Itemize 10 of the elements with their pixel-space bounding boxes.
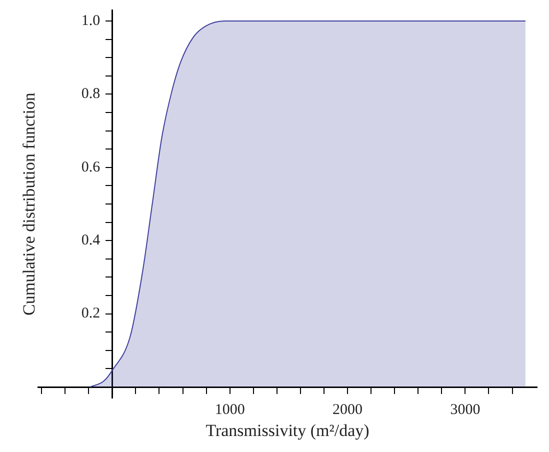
y-tick-label: 0.2 <box>81 306 100 322</box>
y-tick-label: 1.0 <box>81 12 100 29</box>
x-axis-title: Transmissivity (m²/day) <box>206 420 370 440</box>
y-tick-label: 0.4 <box>81 232 101 249</box>
y-axis-title: Cumulative distribution function <box>19 92 38 316</box>
x-tick-label: 2000 <box>332 402 363 418</box>
x-tick-label: 3000 <box>450 402 480 418</box>
x-tick-label: 1000 <box>214 402 245 418</box>
y-tick-label: 0.6 <box>81 159 101 176</box>
y-tick-label: 0.8 <box>81 86 100 102</box>
